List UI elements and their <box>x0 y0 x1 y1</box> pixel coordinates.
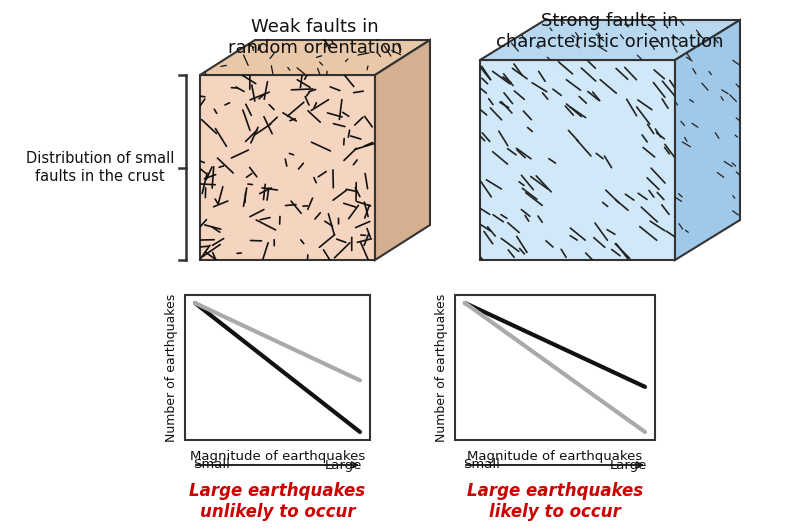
Text: Large: Large <box>325 458 362 472</box>
Text: Weak faults in
random orientation: Weak faults in random orientation <box>228 18 402 57</box>
Text: Large earthquakes
likely to occur: Large earthquakes likely to occur <box>467 482 643 521</box>
Text: Magnitude of earthquakes: Magnitude of earthquakes <box>190 450 365 463</box>
Text: Small: Small <box>463 458 500 472</box>
Polygon shape <box>200 75 375 260</box>
Bar <box>185 295 370 440</box>
Text: Magnitude of earthquakes: Magnitude of earthquakes <box>467 450 642 463</box>
Polygon shape <box>375 40 430 260</box>
Text: Large earthquakes
unlikely to occur: Large earthquakes unlikely to occur <box>190 482 366 521</box>
Polygon shape <box>480 20 740 60</box>
Polygon shape <box>480 60 675 260</box>
Polygon shape <box>675 20 740 260</box>
Text: Large: Large <box>610 458 647 472</box>
Text: Small: Small <box>193 458 230 472</box>
Text: Number of earthquakes: Number of earthquakes <box>165 294 178 441</box>
PathPatch shape <box>480 20 740 60</box>
PathPatch shape <box>200 40 430 75</box>
Text: Strong faults in
characteristic orientation: Strong faults in characteristic orientat… <box>496 12 724 51</box>
Polygon shape <box>200 40 430 75</box>
Text: Number of earthquakes: Number of earthquakes <box>434 294 447 441</box>
PathPatch shape <box>675 20 740 260</box>
Text: Distribution of small
faults in the crust: Distribution of small faults in the crus… <box>26 151 174 184</box>
Bar <box>455 295 655 440</box>
